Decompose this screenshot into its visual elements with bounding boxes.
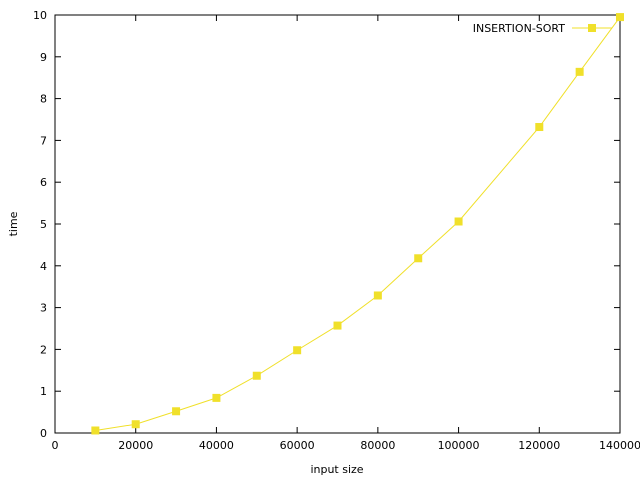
y-tick-label: 0 xyxy=(40,427,47,440)
x-tick-label: 60000 xyxy=(280,439,315,452)
y-tick-label: 10 xyxy=(33,9,47,22)
y-tick-label: 3 xyxy=(40,302,47,315)
x-tick-label: 20000 xyxy=(118,439,153,452)
data-point xyxy=(252,371,261,380)
plot-frame xyxy=(54,14,621,434)
x-tick-label: 80000 xyxy=(360,439,395,452)
y-tick-label: 4 xyxy=(40,260,47,273)
data-point xyxy=(333,321,342,330)
x-tick-label: 140000 xyxy=(599,439,640,452)
data-point xyxy=(91,426,100,435)
data-point xyxy=(414,254,423,263)
y-tick-label: 2 xyxy=(40,343,47,356)
y-tick-label: 1 xyxy=(40,385,47,398)
data-point xyxy=(373,291,382,300)
y-tick-label: 7 xyxy=(40,134,47,147)
legend-label: INSERTION-SORT xyxy=(473,22,566,35)
x-tick-label: 100000 xyxy=(438,439,480,452)
data-point xyxy=(172,407,181,416)
x-tick-label: 40000 xyxy=(199,439,234,452)
data-point xyxy=(454,217,463,226)
data-point xyxy=(616,13,624,22)
y-tick-label: 5 xyxy=(40,218,47,231)
data-point xyxy=(535,123,544,132)
y-axis-title: time xyxy=(7,211,20,236)
y-tick-label: 9 xyxy=(40,51,47,64)
y-tick-label: 8 xyxy=(40,93,47,106)
axis-ticks: 0 20000 40000 60000 80000 100000 120000 140000 0… xyxy=(33,9,640,452)
x-tick-label: 120000 xyxy=(518,439,560,452)
legend-swatch-marker xyxy=(588,24,596,32)
data-point xyxy=(131,420,140,429)
data-point xyxy=(575,67,584,76)
data-point xyxy=(212,393,221,402)
x-axis-title: input size xyxy=(310,463,363,476)
y-tick-label: 6 xyxy=(40,176,47,189)
x-tick-label: 0 xyxy=(52,439,59,452)
legend: INSERTION-SORT xyxy=(473,22,612,35)
series-line xyxy=(95,16,621,431)
series-layer xyxy=(91,13,624,435)
data-point xyxy=(293,346,302,355)
